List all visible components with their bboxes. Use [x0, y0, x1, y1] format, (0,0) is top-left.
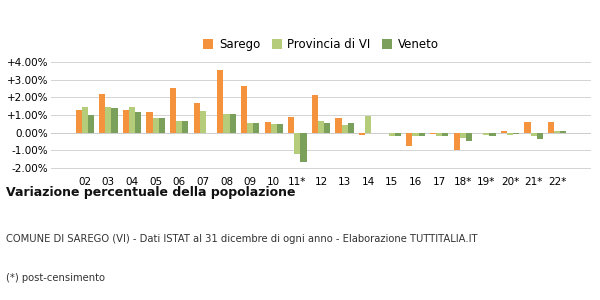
Bar — [295, 133, 301, 154]
Bar — [454, 133, 460, 150]
Bar — [554, 131, 560, 133]
Bar — [524, 122, 530, 133]
Bar — [135, 112, 141, 133]
Bar — [442, 133, 448, 136]
Bar — [170, 88, 176, 133]
Text: (*) post-censimento: (*) post-censimento — [6, 273, 105, 283]
Bar — [277, 124, 283, 133]
Text: Variazione percentuale della popolazione: Variazione percentuale della popolazione — [6, 186, 296, 199]
Bar — [312, 95, 318, 133]
Bar — [460, 133, 466, 138]
Bar — [176, 121, 182, 133]
Bar — [223, 114, 230, 133]
Bar — [335, 118, 341, 133]
Bar — [341, 125, 347, 133]
Bar — [412, 133, 419, 136]
Bar — [318, 121, 324, 133]
Bar — [436, 133, 442, 136]
Bar — [301, 133, 307, 162]
Bar — [365, 116, 371, 133]
Bar — [253, 123, 259, 133]
Bar — [82, 107, 88, 133]
Text: COMUNE DI SAREGO (VI) - Dati ISTAT al 31 dicembre di ogni anno - Elaborazione TU: COMUNE DI SAREGO (VI) - Dati ISTAT al 31… — [6, 234, 478, 244]
Bar — [182, 121, 188, 133]
Bar — [548, 122, 554, 133]
Bar — [347, 123, 354, 133]
Bar — [406, 133, 412, 146]
Bar — [288, 117, 295, 133]
Bar — [123, 110, 129, 133]
Bar — [112, 108, 118, 133]
Bar — [146, 112, 152, 133]
Legend: Sarego, Provincia di VI, Veneto: Sarego, Provincia di VI, Veneto — [199, 34, 443, 56]
Bar — [152, 118, 159, 133]
Bar — [430, 133, 436, 134]
Bar — [536, 133, 543, 139]
Bar — [217, 70, 223, 133]
Bar — [194, 103, 200, 133]
Bar — [359, 133, 365, 135]
Bar — [477, 133, 483, 134]
Bar — [395, 133, 401, 136]
Bar — [200, 111, 206, 133]
Bar — [324, 123, 330, 133]
Bar — [490, 133, 496, 136]
Bar — [241, 86, 247, 133]
Bar — [530, 133, 536, 136]
Bar — [88, 115, 94, 133]
Bar — [76, 110, 82, 133]
Bar — [389, 133, 395, 136]
Bar — [230, 114, 236, 133]
Bar — [99, 94, 106, 133]
Bar — [501, 131, 507, 133]
Bar — [507, 133, 513, 135]
Bar — [106, 107, 112, 133]
Bar — [129, 107, 135, 133]
Bar — [271, 124, 277, 133]
Bar — [247, 123, 253, 133]
Bar — [265, 122, 271, 133]
Bar — [466, 133, 472, 141]
Bar — [159, 118, 165, 133]
Bar — [560, 131, 566, 133]
Bar — [513, 133, 519, 134]
Bar — [483, 133, 490, 135]
Bar — [419, 133, 425, 136]
